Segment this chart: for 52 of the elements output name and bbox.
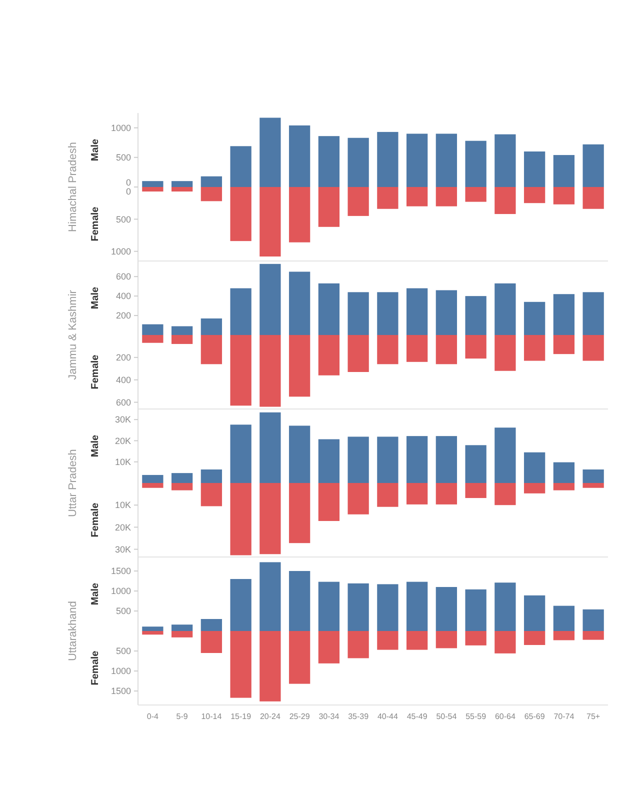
y-tick-label: 600 — [116, 272, 131, 282]
y-tick-label: 1000 — [110, 122, 131, 133]
x-tick-label: 45-49 — [406, 712, 428, 721]
y-axis-title: Female — [90, 650, 101, 686]
y-tick-label: 10K — [114, 500, 131, 510]
y-tick-label: 0 — [126, 186, 131, 197]
text: Jammu & Kashmir — [67, 290, 79, 380]
y-tick-label: 500 — [116, 214, 131, 224]
text: Uttarakhand — [67, 601, 79, 661]
y-tick-label: 400 — [116, 375, 131, 385]
x-tick-label: 70-74 — [554, 712, 575, 721]
x-tick-label: 60-64 — [494, 712, 516, 721]
y-axis-title: Female — [90, 354, 101, 390]
x-tick-label: 20-24 — [260, 712, 281, 721]
y-tick-label: 1000 — [110, 666, 131, 676]
x-tick-label: 25-29 — [289, 712, 310, 721]
y-tick-label: 500 — [116, 606, 131, 616]
x-tick-label: 50-54 — [436, 712, 458, 721]
x-tick-label: 35-39 — [348, 712, 370, 721]
y-axis-title: Male — [90, 138, 101, 162]
y-tick-label: 0 — [126, 178, 131, 188]
y-tick-label: 10K — [114, 457, 131, 468]
y-tick-label: 30K — [114, 414, 131, 425]
text: Himachal Pradesh — [67, 142, 79, 232]
text: Uttar Pradesh — [67, 449, 79, 517]
y-tick-label: 30K — [114, 544, 131, 554]
x-tick-label: 30-34 — [318, 712, 340, 721]
y-axis-title: Male — [90, 434, 101, 458]
y-tick-label: 1500 — [110, 686, 131, 696]
y-tick-label: 500 — [116, 152, 131, 163]
y-axis-title: Male — [90, 582, 101, 606]
y-axis-title: Male — [90, 286, 101, 310]
x-tick-label: 40-44 — [377, 712, 398, 721]
y-tick-label: 600 — [116, 397, 131, 408]
y-tick-label: 500 — [116, 646, 131, 656]
x-tick-label: 0-4 — [146, 712, 160, 721]
y-tick-label: 1500 — [110, 566, 131, 576]
x-tick-label: 75+ — [586, 712, 600, 721]
y-tick-label: 200 — [116, 310, 131, 321]
y-tick-label: 1000 — [110, 586, 131, 596]
x-tick-label: 15-19 — [230, 712, 252, 721]
y-axis-title: Female — [90, 502, 101, 538]
y-tick-label: 400 — [116, 291, 131, 302]
y-axis-title: Female — [90, 206, 101, 242]
x-tick-label: 10-14 — [201, 712, 222, 721]
y-tick-label: 1000 — [110, 246, 131, 256]
y-tick-label: 20K — [114, 522, 131, 532]
y-tick-label: 200 — [116, 352, 131, 363]
x-tick-label: 65-69 — [524, 712, 546, 721]
x-tick-label: 5-9 — [176, 712, 188, 721]
y-tick-label: 20K — [114, 436, 131, 446]
x-tick-label: 55-59 — [466, 712, 487, 721]
